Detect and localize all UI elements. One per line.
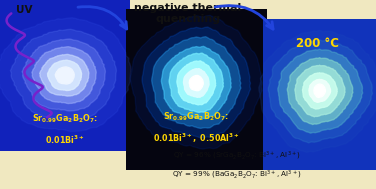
Polygon shape [22,39,105,111]
Text: $\mathbf{0.01Bi^{3+},\ 0.50Al^{3+}}$: $\mathbf{0.01Bi^{3+},\ 0.50Al^{3+}}$ [153,131,240,145]
Polygon shape [295,65,345,117]
Text: 200 °C: 200 °C [296,37,339,50]
Text: $\mathbf{Sr_{0.99}Ga_2B_2O_7}$:: $\mathbf{Sr_{0.99}Ga_2B_2O_7}$: [164,111,229,123]
FancyBboxPatch shape [263,19,376,170]
Polygon shape [309,79,331,102]
Polygon shape [152,37,241,128]
Text: $\mathbf{Sr_{0.99}Ga_2B_2O_7}$:: $\mathbf{Sr_{0.99}Ga_2B_2O_7}$: [32,113,98,125]
Polygon shape [314,84,326,98]
Polygon shape [0,18,131,132]
Text: QY = 96% (SrGa$_2$B$_2$O$_7$: Bi$^{3+}$, Al$^{3+}$): QY = 96% (SrGa$_2$B$_2$O$_7$: Bi$^{3+}$,… [173,150,301,162]
Polygon shape [40,54,89,96]
Polygon shape [169,53,223,112]
Polygon shape [303,73,337,109]
Polygon shape [189,75,203,91]
Polygon shape [142,27,250,138]
Text: QY = 99% (BaGa$_2$B$_2$O$_7$: Bi$^{3+}$, Al$^{3+}$): QY = 99% (BaGa$_2$B$_2$O$_7$: Bi$^{3+}$,… [172,169,302,181]
Polygon shape [278,49,363,133]
FancyBboxPatch shape [126,9,267,170]
Polygon shape [130,15,262,149]
Text: $\mathbf{0.01Bi^{3+}}$: $\mathbf{0.01Bi^{3+}}$ [45,134,85,146]
Polygon shape [47,60,82,91]
Polygon shape [161,46,231,119]
Polygon shape [183,69,209,97]
Polygon shape [287,58,353,125]
Text: negative thermal
quenching: negative thermal quenching [134,3,242,24]
Text: UV: UV [16,5,32,15]
Polygon shape [11,29,117,120]
FancyBboxPatch shape [0,0,130,151]
Polygon shape [259,30,376,153]
Polygon shape [268,40,373,143]
Polygon shape [32,47,96,104]
Polygon shape [177,61,216,105]
Polygon shape [55,67,74,84]
